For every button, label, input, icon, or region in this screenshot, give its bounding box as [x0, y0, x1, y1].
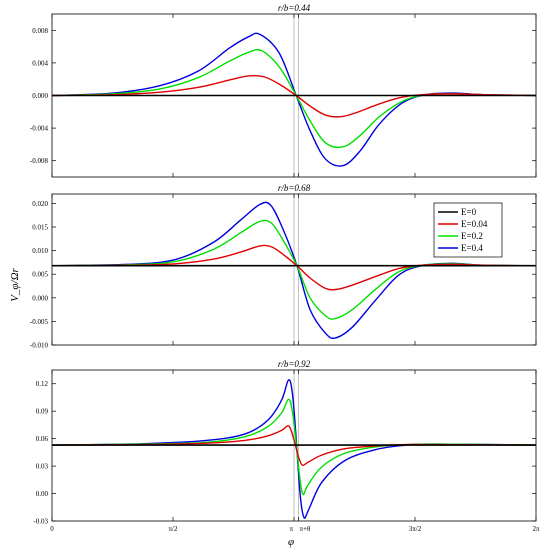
y-tick-label: 0.06: [36, 435, 49, 443]
y-tick-label: 0.020: [32, 200, 48, 208]
legend: E=0 E=0.04 E=0.2 E=0.4: [433, 202, 503, 258]
y-tick-label: -0.010: [30, 342, 49, 350]
legend-label: E=0.4: [461, 243, 483, 253]
x-tick-label: π+θ: [299, 525, 310, 533]
y-tick-label: -0.004: [30, 125, 49, 133]
y-tick-label: 0.010: [32, 247, 48, 255]
y-tick-label: 0.004: [32, 59, 48, 67]
series-line-E-0-04: [52, 74, 536, 118]
y-tick-label: 0.000: [32, 294, 48, 302]
x-tick-label: π: [289, 525, 293, 533]
y-tick-label: 0.00: [36, 490, 49, 498]
panel-title: r/b=0.68: [278, 183, 311, 193]
x-axis-label: φ: [288, 536, 294, 548]
y-tick-label: 0.005: [32, 271, 48, 279]
x-tick-label: 0: [50, 525, 54, 533]
legend-label: E=0.04: [461, 219, 488, 229]
y-tick-label: -0.005: [30, 318, 49, 326]
panel-title: r/b=0.92: [278, 359, 311, 369]
panel-r-b-0.92: 0.12 0.09 0.06 0.03 0.00 -0.03 r/b=0.92 0 π/2 π π+…: [33, 359, 540, 533]
legend-label: E=0: [461, 207, 477, 217]
legend-label: E=0.2: [461, 231, 483, 241]
y-tick-label: 0.03: [36, 463, 49, 471]
panel-r-b-0.44: 0.008 0.004 0.000 -0.004 -0.008 r/b=0.44: [30, 3, 537, 178]
y-tick-label: 0.000: [32, 92, 48, 100]
panel-r-b-0.68: 0.020 0.015 0.010 0.005 0.000 -0.005 -0.010 r/b…: [30, 183, 537, 350]
y-tick-label: -0.008: [30, 157, 49, 165]
y-tick-label: -0.03: [33, 518, 48, 526]
y-tick-label: 0.015: [32, 224, 48, 232]
x-tick-label: π/2: [169, 525, 178, 533]
panel-title: r/b=0.44: [278, 3, 311, 13]
x-tick-label: 2π: [532, 525, 540, 533]
x-tick-label: 3π/2: [409, 525, 422, 533]
y-tick-label: 0.09: [36, 408, 49, 416]
y-tick-label: 0.12: [36, 380, 49, 388]
y-tick-label: 0.008: [32, 27, 48, 35]
y-axis-label: V_φ/Ωr: [9, 267, 21, 301]
